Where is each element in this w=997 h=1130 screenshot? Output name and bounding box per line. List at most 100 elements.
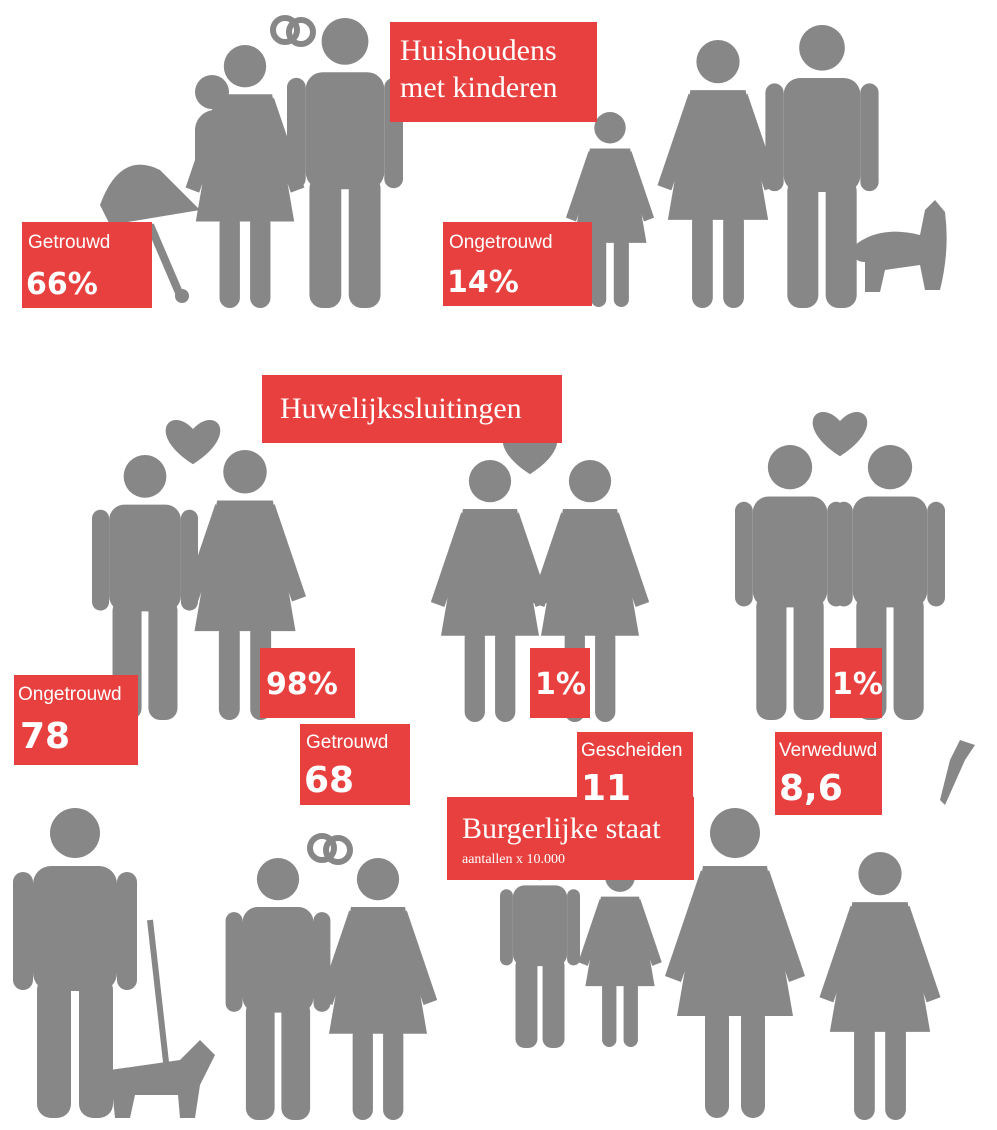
child-body — [195, 110, 265, 180]
head — [799, 25, 845, 71]
leg — [515, 956, 537, 1048]
head — [469, 460, 511, 502]
leg — [787, 178, 818, 308]
head — [223, 450, 267, 494]
leg — [281, 1000, 310, 1120]
child-head — [195, 75, 229, 109]
arm — [500, 889, 513, 965]
head — [124, 455, 167, 498]
arm — [765, 83, 783, 191]
stroller — [100, 165, 200, 225]
rose — [940, 740, 975, 805]
leg — [349, 175, 381, 308]
leg — [495, 627, 515, 722]
item-label: Getrouwd — [306, 732, 388, 753]
leg — [543, 956, 565, 1048]
arm — [287, 78, 306, 188]
torso — [513, 885, 567, 966]
head — [594, 112, 625, 143]
leg — [220, 213, 240, 308]
item-value: 78 — [20, 716, 70, 757]
leg — [723, 211, 744, 308]
leg — [894, 594, 924, 720]
leg — [854, 1023, 875, 1120]
leg — [219, 622, 240, 720]
leg — [383, 1025, 403, 1120]
head — [50, 808, 100, 858]
leg — [465, 627, 485, 722]
section-title: Burgerlijke staat — [462, 812, 661, 845]
torso — [306, 72, 385, 189]
leg — [246, 1000, 275, 1120]
leg — [705, 1006, 729, 1118]
item-value: 11 — [581, 768, 631, 809]
head — [257, 858, 299, 900]
head — [858, 852, 901, 895]
section-title: Huwelijkssluitingen — [280, 392, 522, 425]
heart — [166, 420, 221, 464]
leg — [602, 980, 616, 1047]
leg — [885, 1023, 906, 1120]
item-label: Gescheiden — [581, 740, 682, 761]
ring — [326, 838, 350, 862]
torso — [784, 78, 861, 192]
head — [868, 445, 912, 489]
item-label: Getrouwd — [28, 232, 110, 253]
arm — [735, 502, 753, 607]
item-value: 8,6 — [779, 768, 843, 809]
head — [224, 45, 266, 87]
leg — [595, 627, 615, 722]
head — [569, 460, 611, 502]
torso — [109, 505, 181, 612]
item-label: Verweduwd — [779, 740, 877, 761]
pictograms — [13, 18, 975, 1120]
cat — [854, 200, 947, 292]
arm — [13, 872, 33, 990]
item-value: 66% — [26, 267, 98, 302]
torso — [753, 496, 828, 607]
leg — [614, 237, 629, 307]
cane — [150, 920, 168, 1080]
item-value: 14% — [447, 265, 519, 300]
stroller-wheel — [175, 289, 189, 303]
item-value: 68 — [304, 760, 354, 801]
leg — [756, 594, 786, 720]
torso — [853, 496, 928, 607]
head — [768, 445, 812, 489]
section-title: Huishoudens — [400, 34, 557, 67]
arm — [567, 889, 580, 965]
item-label: Ongetrouwd — [18, 684, 122, 705]
leg — [309, 175, 341, 308]
torso — [243, 907, 314, 1013]
stroller — [150, 225, 180, 295]
arm — [92, 510, 109, 611]
ring — [289, 20, 313, 44]
item-value: 1% — [832, 667, 883, 702]
leg — [692, 211, 713, 308]
head — [696, 40, 739, 83]
leg — [148, 599, 177, 720]
torso — [33, 866, 117, 991]
leg — [353, 1025, 373, 1120]
leg — [79, 976, 113, 1118]
leg — [741, 1006, 765, 1118]
head — [710, 808, 760, 858]
item-value: 1% — [535, 667, 586, 702]
leg — [826, 178, 857, 308]
heart — [813, 412, 868, 456]
head — [322, 18, 369, 65]
arm — [860, 83, 878, 191]
arm — [927, 502, 945, 607]
leg — [624, 980, 638, 1047]
arm — [117, 872, 137, 990]
leg — [250, 213, 270, 308]
section-title: met kinderen — [400, 71, 557, 104]
section-subtitle: aantallen x 10.000 — [462, 852, 565, 867]
leg — [37, 976, 71, 1118]
leg — [591, 237, 606, 307]
item-value: 98% — [266, 667, 338, 702]
arm — [835, 502, 853, 607]
item-label: Ongetrouwd — [449, 232, 553, 253]
head — [357, 858, 399, 900]
leg — [794, 594, 824, 720]
